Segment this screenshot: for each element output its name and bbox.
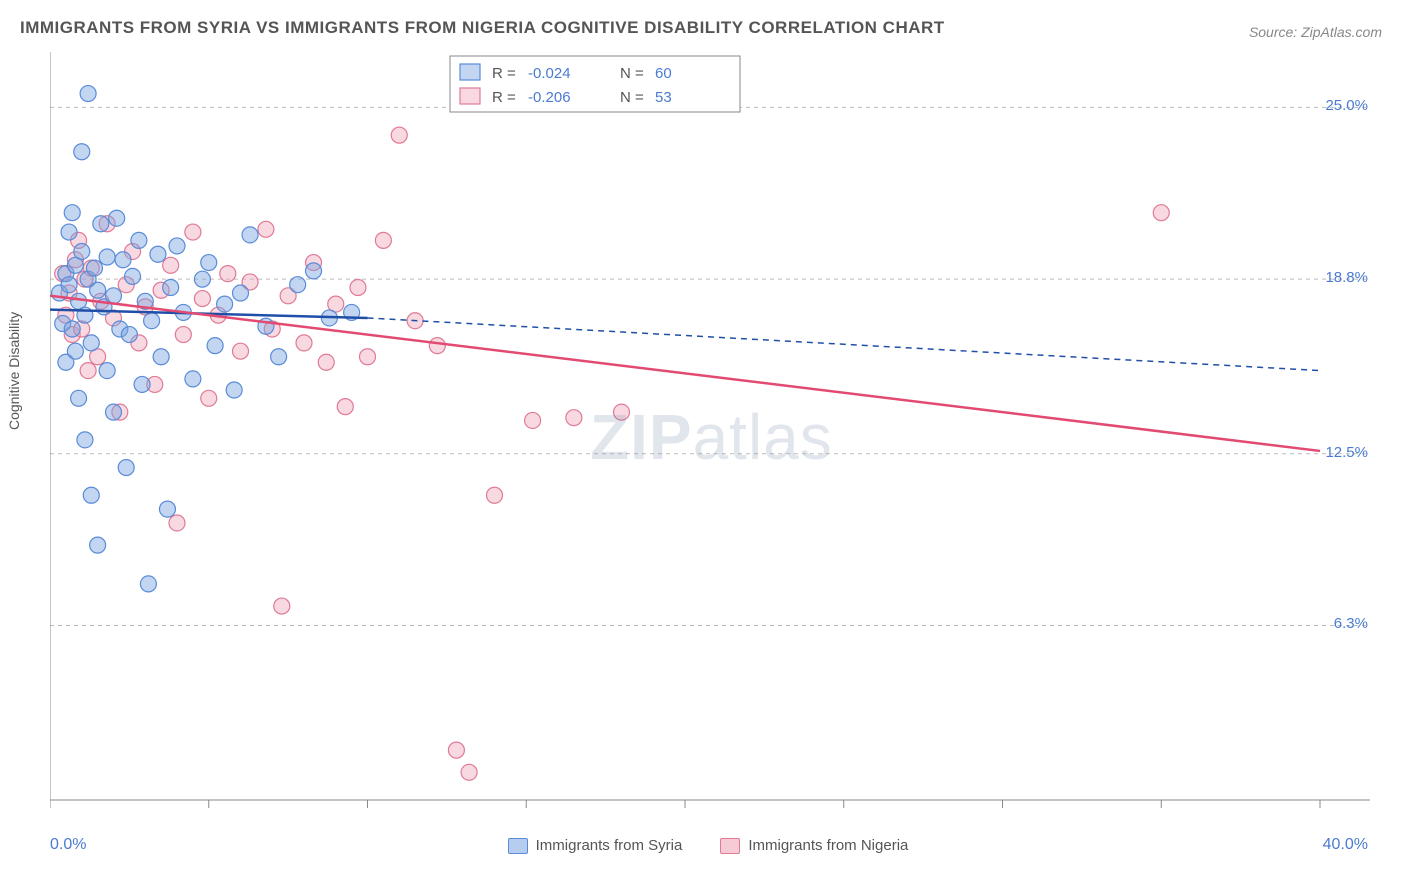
legend-swatch bbox=[508, 838, 528, 854]
legend-swatch bbox=[720, 838, 740, 854]
legend-label: Immigrants from Nigeria bbox=[748, 837, 908, 854]
chart-source: Source: ZipAtlas.com bbox=[1249, 24, 1382, 40]
svg-text:R =: R = bbox=[492, 89, 516, 106]
svg-text:R =: R = bbox=[492, 65, 516, 82]
svg-text:-0.024: -0.024 bbox=[528, 65, 571, 82]
svg-text:N =: N = bbox=[620, 89, 644, 106]
y-tick-label: 25.0% bbox=[1325, 97, 1368, 114]
legend-label: Immigrants from Syria bbox=[536, 837, 683, 854]
watermark: ZIPatlas bbox=[590, 400, 833, 474]
chart-title: IMMIGRANTS FROM SYRIA VS IMMIGRANTS FROM… bbox=[20, 18, 945, 38]
svg-text:N =: N = bbox=[620, 65, 644, 82]
y-tick-label: 6.3% bbox=[1334, 615, 1368, 632]
svg-text:-0.206: -0.206 bbox=[528, 89, 571, 106]
svg-text:60: 60 bbox=[655, 65, 672, 82]
y-tick-label: 12.5% bbox=[1325, 444, 1368, 461]
bottom-legend: Immigrants from Syria Immigrants from Nig… bbox=[0, 837, 1406, 854]
y-tick-label: 18.8% bbox=[1325, 269, 1368, 286]
svg-text:53: 53 bbox=[655, 89, 672, 106]
y-axis-label: Cognitive Disability bbox=[6, 312, 22, 430]
